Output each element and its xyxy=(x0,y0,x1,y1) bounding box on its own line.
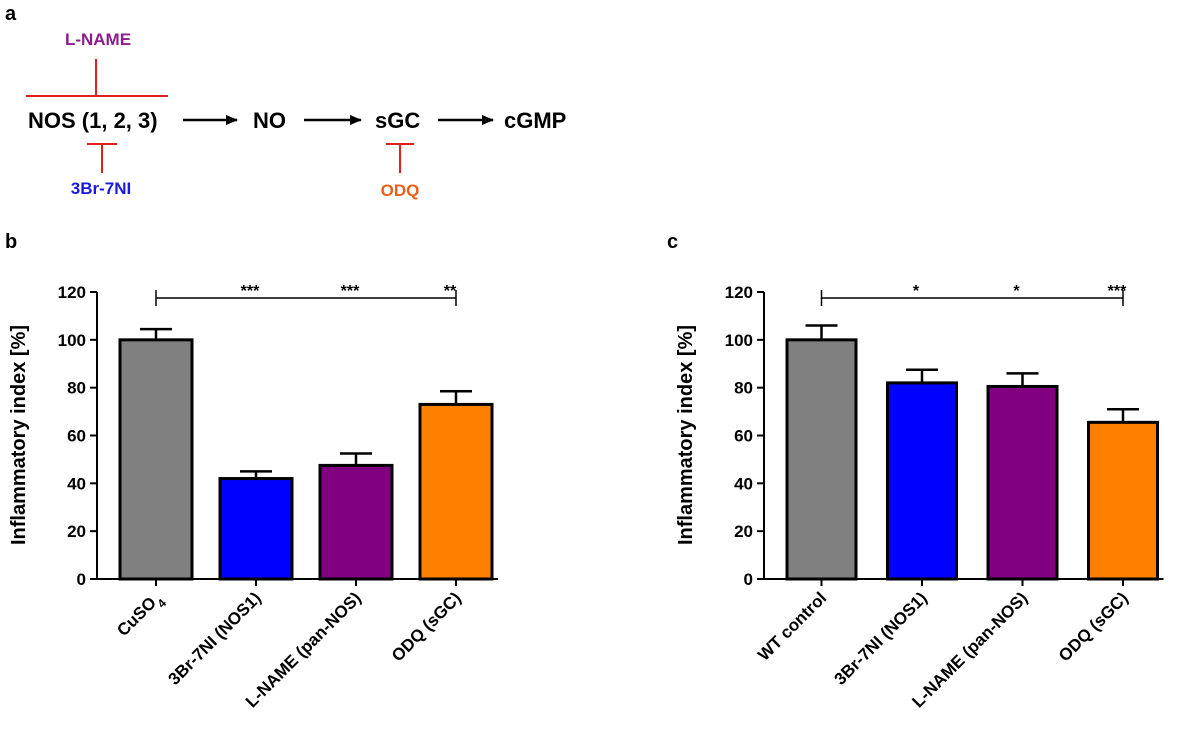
pathway-node-sgc: sGC xyxy=(375,108,420,133)
y-tick-label: 80 xyxy=(734,379,753,398)
chart-panel-b: 0 20 40 60 80 100 120 Inflammatory index [%] CuS… xyxy=(8,283,498,711)
panel-letter-c: c xyxy=(667,231,678,253)
pathway-node-no: NO xyxy=(253,108,286,133)
category-label-subscript: 4 xyxy=(154,596,169,611)
y-tick-label: 100 xyxy=(58,331,86,350)
category-label: ODQ (sGC) xyxy=(388,588,465,665)
inhibitor-odq-label: ODQ xyxy=(381,181,420,200)
significance-label: * xyxy=(913,283,920,300)
bar xyxy=(886,381,958,581)
bar xyxy=(318,463,394,581)
panel-letter-b: b xyxy=(5,231,17,253)
y-axis-title: Inflammatory index [%] xyxy=(675,325,697,545)
bar xyxy=(418,402,494,581)
category-label: L-NAME (pan-NOS) xyxy=(908,588,1031,711)
category-label: WT control xyxy=(754,588,830,664)
category-label: ODQ (sGC) xyxy=(1055,588,1132,665)
y-tick-label: 100 xyxy=(725,331,753,350)
y-tick-label: 60 xyxy=(734,427,753,446)
y-tick-label: 60 xyxy=(67,427,86,446)
significance-label: *** xyxy=(1108,283,1127,300)
bar xyxy=(785,338,858,581)
y-axis-title: Inflammatory index [%] xyxy=(8,325,30,545)
category-label: 3Br-7NI (NOS1) xyxy=(165,588,265,688)
y-tick-label: 40 xyxy=(734,474,753,493)
bar xyxy=(118,338,194,581)
category-label: CuSO4 xyxy=(113,588,169,644)
y-tick-label: 80 xyxy=(67,379,86,398)
bar xyxy=(1087,420,1159,581)
chart-panel-c: 0 20 40 60 80 100 120 Inflammatory index [%] WT … xyxy=(675,283,1164,711)
y-tick-label: 20 xyxy=(734,522,753,541)
panel-letter-a: a xyxy=(5,3,17,25)
significance-label: * xyxy=(1013,283,1020,300)
inhibitor-lname-label: L-NAME xyxy=(65,30,131,49)
significance-label: *** xyxy=(341,283,360,300)
significance-label: ** xyxy=(444,283,457,300)
y-tick-label: 120 xyxy=(58,283,86,302)
pathway-diagram: L-NAME NOS (1, 2, 3) NO sGC cGMP 3Br-7NI… xyxy=(26,30,566,200)
pathway-node-cgmp: cGMP xyxy=(504,108,566,133)
bar xyxy=(986,384,1059,581)
y-tick-label: 120 xyxy=(725,283,753,302)
y-tick-label: 40 xyxy=(67,474,86,493)
y-tick-label: 20 xyxy=(67,522,86,541)
category-label: 3Br-7NI (NOS1) xyxy=(831,588,931,688)
significance-label: *** xyxy=(241,283,260,300)
inhibitor-3br7ni-label: 3Br-7NI xyxy=(71,179,131,198)
bar xyxy=(218,477,294,581)
y-tick-label: 0 xyxy=(744,570,753,589)
y-tick-label: 0 xyxy=(77,570,86,589)
category-label: L-NAME (pan-NOS) xyxy=(242,588,365,711)
pathway-node-nos: NOS (1, 2, 3) xyxy=(28,108,158,133)
